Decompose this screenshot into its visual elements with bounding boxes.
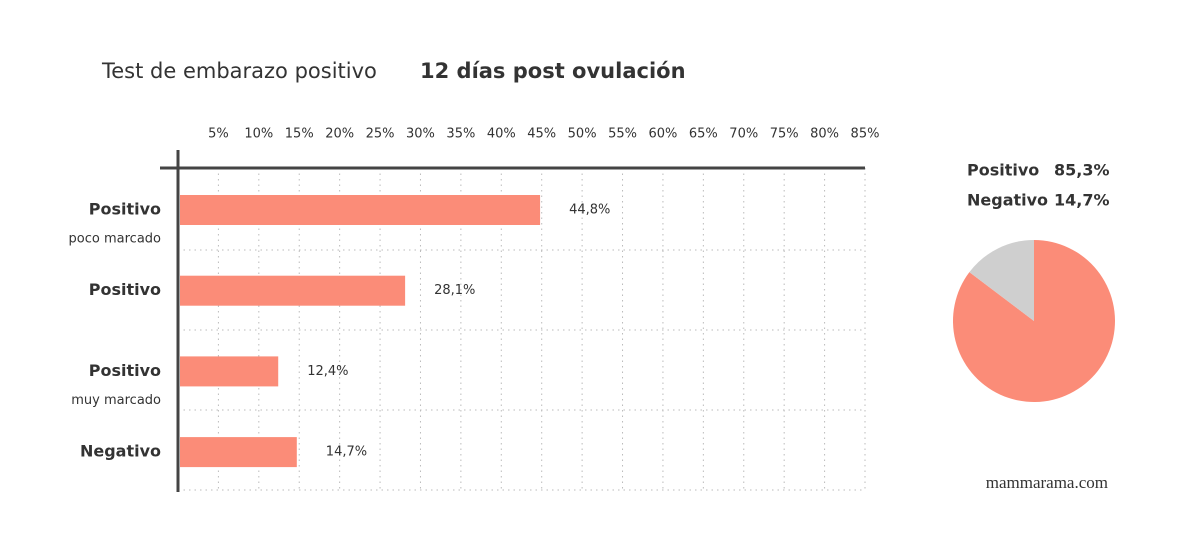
legend-value: 14,7% [1054, 191, 1110, 210]
category-label: Positivo [89, 361, 161, 380]
x-tick-label: 50% [568, 127, 597, 142]
value-label: 28,1% [434, 283, 475, 298]
x-tick-label: 70% [729, 127, 758, 142]
bar [180, 195, 541, 225]
value-label: 12,4% [307, 364, 348, 379]
footer: mammarama.com [986, 473, 1108, 492]
x-tick-label: 80% [810, 127, 839, 142]
x-tick-label: 65% [689, 127, 718, 142]
x-tick-label: 5% [208, 127, 229, 142]
legend-label: Negativo [967, 191, 1048, 210]
x-tick-label: 20% [325, 127, 354, 142]
x-tick-label: 45% [527, 127, 556, 142]
x-tick-label: 85% [851, 127, 880, 142]
x-tick-label: 40% [487, 127, 516, 142]
x-tick-label: 15% [285, 127, 314, 142]
value-label: 14,7% [326, 445, 367, 460]
chart-subtitle: 12 días post ovulación [420, 59, 686, 83]
bar [180, 275, 406, 306]
bar [180, 356, 279, 387]
legend-value: 85,3% [1054, 161, 1110, 180]
category-note: poco marcado [69, 232, 161, 247]
category-label: Negativo [80, 442, 161, 461]
x-tick-label: 35% [446, 127, 475, 142]
x-tick-label: 25% [366, 127, 395, 142]
chart-title: Test de embarazo positivo [101, 59, 377, 83]
legend-label: Positivo [967, 161, 1039, 180]
category-label: Positivo [89, 200, 161, 219]
x-tick-label: 10% [244, 127, 273, 142]
category-note: muy marcado [71, 393, 161, 408]
x-tick-label: 30% [406, 127, 435, 142]
value-label: 44,8% [569, 203, 610, 218]
x-tick-label: 55% [608, 127, 637, 142]
x-tick-label: 60% [648, 127, 677, 142]
x-tick-label: 75% [770, 127, 799, 142]
bar [180, 437, 297, 468]
category-label: Positivo [89, 280, 161, 299]
pie-slice [969, 240, 1034, 321]
